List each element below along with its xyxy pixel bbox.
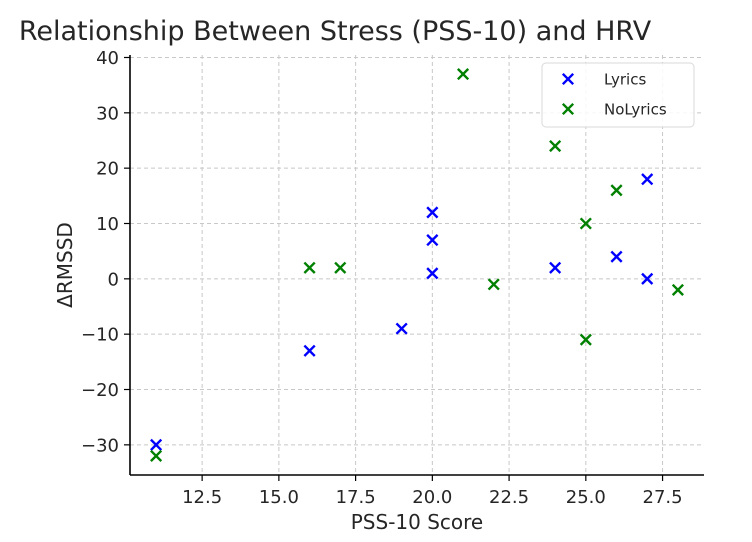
x-tick-label: 17.5 [336, 487, 376, 508]
data-point [610, 250, 623, 263]
data-point [334, 261, 347, 274]
marker-stroke [426, 206, 439, 219]
marker-stroke [579, 217, 592, 230]
marker-stroke [426, 267, 439, 280]
marker-stroke [549, 139, 562, 153]
data-point [395, 322, 408, 335]
x-tick-label: 15.0 [259, 487, 299, 508]
data-point [426, 206, 439, 219]
legend-box [541, 62, 695, 128]
marker-stroke [150, 449, 163, 462]
data-point [426, 234, 439, 247]
y-tick-label: 10 [96, 214, 119, 235]
data-point [487, 278, 500, 291]
marker-stroke [303, 344, 316, 357]
marker-stroke [610, 250, 623, 263]
data-point [303, 261, 316, 274]
marker-stroke [303, 261, 316, 274]
y-tick-label: 0 [108, 269, 119, 290]
x-axis-label: PSS-10 Score [351, 510, 484, 534]
y-tick-label: −20 [81, 380, 119, 401]
data-point [303, 344, 316, 357]
y-tick-label: −10 [81, 325, 119, 346]
marker-stroke [150, 438, 163, 451]
data-point [579, 333, 592, 346]
data-point [610, 184, 623, 197]
ticks: 12.5 15.0 17.5 20.0 22.5 25.0 27.5 −30 −20 −10 0 10… [81, 48, 683, 508]
legend-marker [561, 102, 575, 116]
legend-label: NoLyrics [604, 101, 667, 119]
data-point [641, 173, 654, 186]
legend-label: Lyrics [604, 71, 646, 89]
y-tick-label: 40 [96, 48, 119, 69]
marker-stroke [610, 184, 623, 197]
data-point [579, 217, 592, 230]
legend-item: NoLyrics [561, 101, 667, 119]
axes [129, 55, 704, 476]
marker-stroke [579, 333, 592, 346]
y-tick-label: −30 [81, 435, 119, 456]
x-tick-label: 20.0 [412, 487, 452, 508]
legend: Lyrics NoLyrics [541, 62, 695, 128]
legend-marker [561, 72, 575, 86]
x-tick-label: 22.5 [489, 487, 529, 508]
marker-stroke [641, 272, 654, 285]
marker-stroke [487, 278, 500, 291]
x-tick-label: 25.0 [566, 487, 606, 508]
data-point [549, 139, 562, 153]
data-point [426, 267, 439, 280]
marker-stroke [549, 261, 562, 274]
data-point [150, 438, 163, 451]
marker-stroke [334, 261, 347, 274]
marker-stroke [671, 283, 684, 296]
x-tick-label: 27.5 [643, 487, 683, 508]
marker-stroke [395, 322, 408, 335]
x-tick-label: 12.5 [182, 487, 222, 508]
legend-item: Lyrics [561, 71, 646, 89]
marker-stroke [456, 68, 470, 81]
data-point [456, 68, 470, 81]
y-tick-label: 20 [96, 159, 119, 180]
marker-stroke [426, 234, 439, 247]
data-points [150, 68, 684, 462]
y-tick-label: 30 [96, 103, 119, 124]
y-axis-label: ΔRMSSD [53, 222, 77, 308]
data-point [150, 449, 163, 462]
data-point [549, 261, 562, 274]
data-point [671, 283, 684, 296]
marker-stroke [641, 173, 654, 186]
data-point [641, 272, 654, 285]
chart-title: Relationship Between Stress (PSS-10) and… [19, 16, 652, 47]
